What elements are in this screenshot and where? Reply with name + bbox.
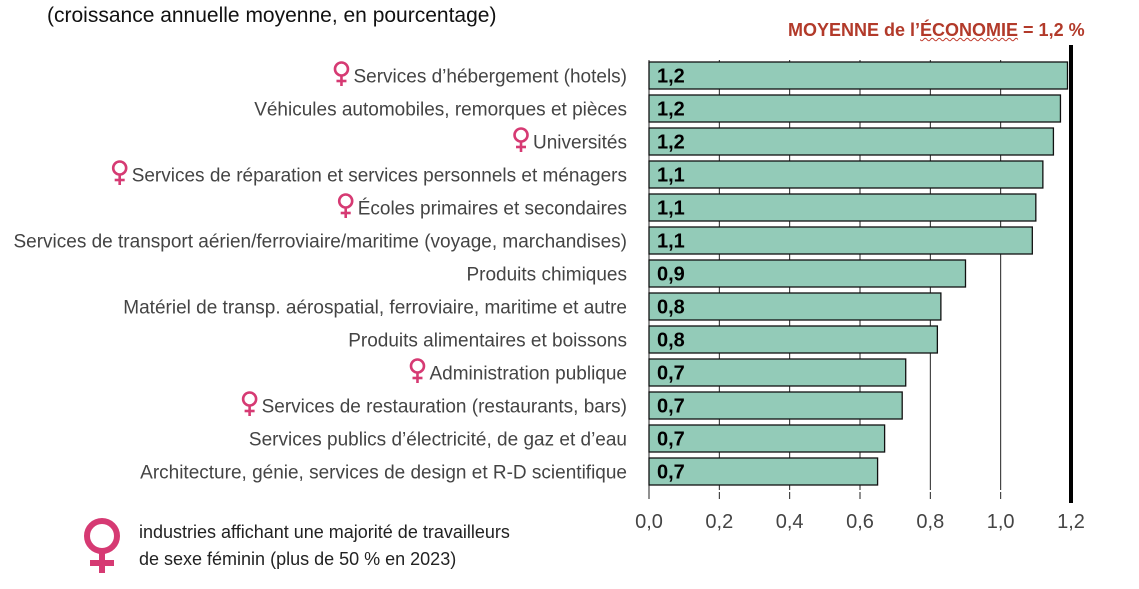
x-tick-label: 1,2 bbox=[1057, 511, 1085, 533]
bar bbox=[648, 160, 1044, 189]
x-tick-label: 0,8 bbox=[916, 511, 944, 533]
category-label: Services de restauration (restaurants, b… bbox=[262, 397, 627, 418]
bar bbox=[648, 457, 879, 486]
category-label: Services publics d’électricité, de gaz e… bbox=[249, 430, 627, 451]
legend-text: industries affichant une majorité de tra… bbox=[139, 519, 559, 573]
bar-value-label: 1,2 bbox=[657, 66, 685, 88]
average-label-part2: ÉCONOMIE bbox=[920, 20, 1019, 40]
legend-line-2: de sexe féminin (plus de 50 % en 2023) bbox=[139, 549, 457, 569]
bar-value-label: 1,2 bbox=[657, 132, 685, 154]
bar bbox=[648, 424, 886, 453]
bar bbox=[648, 61, 1069, 90]
bar bbox=[648, 292, 942, 321]
bar-value-label: 1,1 bbox=[657, 231, 685, 253]
category-label: Services d’hébergement (hotels) bbox=[353, 67, 627, 88]
x-tick-label: 0,2 bbox=[705, 511, 733, 533]
female-symbol-icon bbox=[84, 518, 120, 573]
chart-subtitle: (croissance annuelle moyenne, en pourcen… bbox=[47, 4, 497, 27]
female-symbol-icon bbox=[337, 193, 354, 209]
category-label: Universités bbox=[533, 133, 627, 154]
bar bbox=[648, 94, 1062, 123]
female-symbol-icon bbox=[333, 61, 350, 77]
bar bbox=[648, 127, 1055, 156]
category-label: Véhicules automobiles, remorques et pièc… bbox=[254, 100, 627, 121]
female-symbol-icon bbox=[111, 160, 128, 176]
x-tick-label: 0,0 bbox=[635, 511, 663, 533]
category-label: Services de transport aérien/ferroviaire… bbox=[13, 232, 627, 253]
category-label: Matériel de transp. aérospatial, ferrovi… bbox=[123, 298, 627, 319]
category-label: Architecture, génie, services de design … bbox=[140, 463, 627, 484]
bar-value-label: 0,9 bbox=[657, 264, 685, 286]
average-line-label: MOYENNE de l’ÉCONOMIE = 1,2 % bbox=[788, 20, 1085, 41]
average-label-part1: MOYENNE de l’ bbox=[788, 20, 921, 40]
bar-value-label: 1,2 bbox=[657, 99, 685, 121]
category-label: Produits alimentaires et boissons bbox=[348, 331, 627, 352]
bar bbox=[648, 391, 903, 420]
bar-value-label: 0,7 bbox=[657, 429, 685, 451]
bar bbox=[648, 193, 1037, 222]
x-tick-label: 1,0 bbox=[987, 511, 1015, 533]
category-label: Services de réparation et services perso… bbox=[132, 166, 627, 187]
bar-value-label: 1,1 bbox=[657, 198, 685, 220]
bar-value-label: 0,7 bbox=[657, 363, 685, 385]
bar-value-label: 0,8 bbox=[657, 297, 685, 319]
bar-value-label: 0,7 bbox=[657, 462, 685, 484]
bar-value-label: 1,1 bbox=[657, 165, 685, 187]
legend-line-1: industries affichant une majorité de tra… bbox=[139, 522, 510, 542]
category-label: Écoles primaires et secondaires bbox=[358, 199, 627, 220]
average-label-part3: = 1,2 % bbox=[1018, 20, 1085, 40]
bar bbox=[648, 226, 1033, 255]
bar bbox=[648, 358, 907, 387]
category-label: Administration publique bbox=[429, 364, 627, 385]
bar-value-label: 0,8 bbox=[657, 330, 685, 352]
female-symbol-icon bbox=[241, 391, 258, 407]
category-label: Produits chimiques bbox=[466, 265, 627, 286]
bar bbox=[648, 259, 967, 288]
x-tick-label: 0,6 bbox=[846, 511, 874, 533]
bar bbox=[648, 325, 939, 354]
bar-value-label: 0,7 bbox=[657, 396, 685, 418]
x-tick-label: 0,4 bbox=[776, 511, 804, 533]
female-symbol-icon bbox=[409, 358, 426, 374]
female-symbol-icon bbox=[513, 127, 529, 143]
